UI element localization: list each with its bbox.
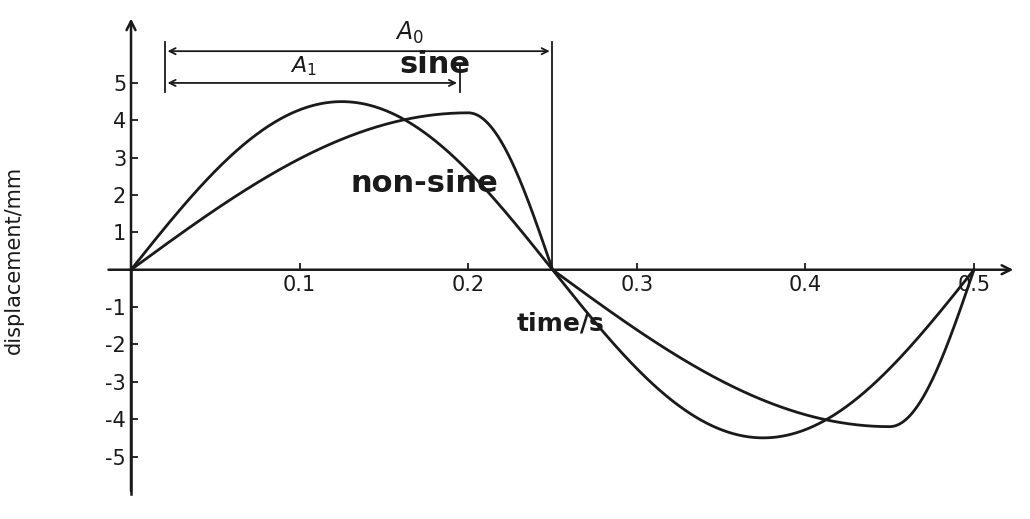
Text: non-sine: non-sine xyxy=(350,169,497,198)
Text: $A_0$: $A_0$ xyxy=(394,19,423,46)
Text: $A_1$: $A_1$ xyxy=(290,55,317,78)
Text: sine: sine xyxy=(399,50,470,79)
X-axis label: time/s: time/s xyxy=(517,311,605,335)
Y-axis label: displacement/mm: displacement/mm xyxy=(4,166,24,354)
